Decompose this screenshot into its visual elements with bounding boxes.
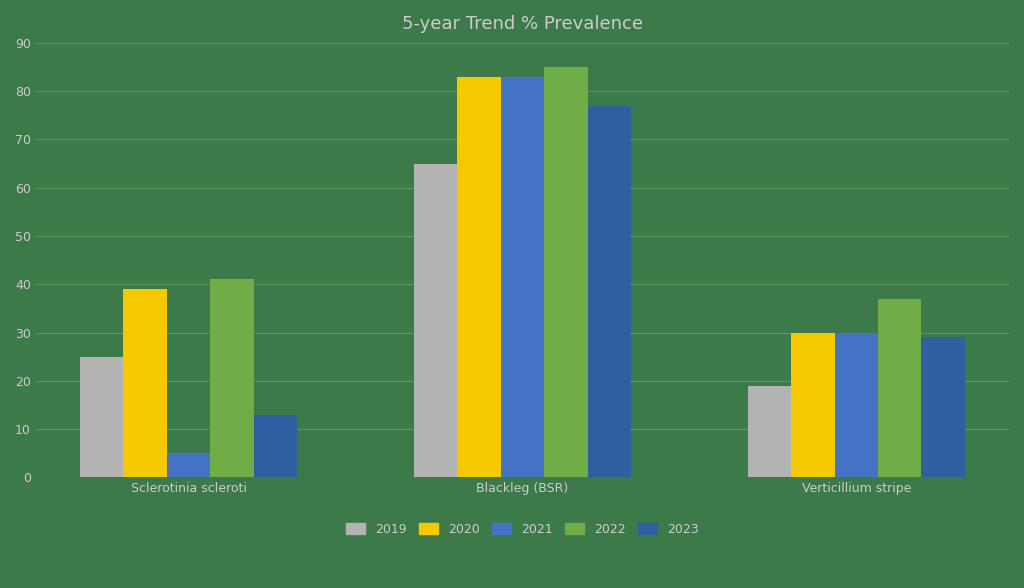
Bar [254, 415, 297, 477]
Bar [167, 453, 210, 477]
Bar [124, 289, 167, 477]
Bar [458, 76, 501, 477]
Bar [878, 299, 922, 477]
Bar [544, 67, 588, 477]
Bar [792, 333, 835, 477]
Bar [835, 333, 878, 477]
Bar [414, 163, 458, 477]
Bar [501, 76, 544, 477]
Bar [80, 357, 124, 477]
Legend: 2019, 2020, 2021, 2022, 2023: 2019, 2020, 2021, 2022, 2023 [341, 517, 703, 541]
Bar [210, 279, 254, 477]
Bar [588, 106, 631, 477]
Bar [922, 338, 965, 477]
Title: 5-year Trend % Prevalence: 5-year Trend % Prevalence [402, 15, 643, 33]
Bar [748, 386, 792, 477]
